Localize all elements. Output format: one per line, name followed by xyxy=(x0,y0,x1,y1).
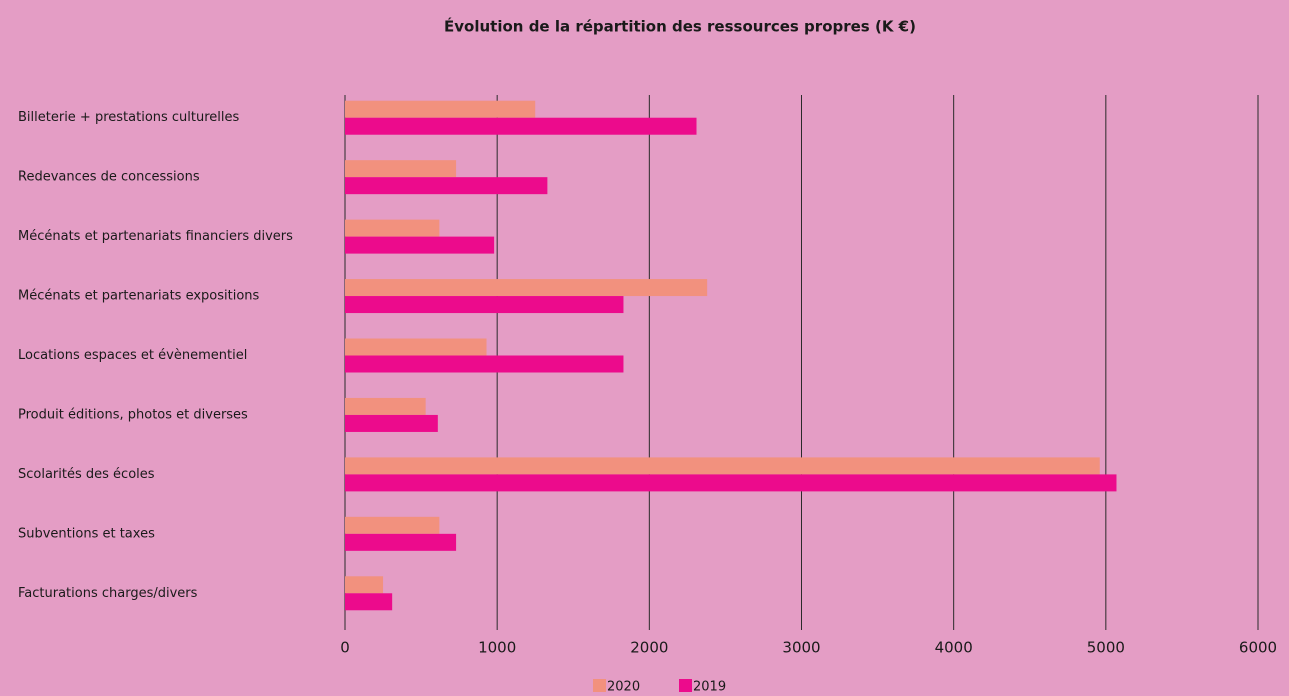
x-tick-label: 2000 xyxy=(630,639,668,657)
y-tick-label: Redevances de concessions xyxy=(18,170,200,185)
bar xyxy=(345,296,624,314)
chart-title: Évolution de la répartition des ressourc… xyxy=(444,17,916,36)
legend-label: 2020 xyxy=(607,680,640,695)
bar xyxy=(345,397,426,415)
x-tick-label: 5000 xyxy=(1087,639,1125,657)
bar xyxy=(345,355,624,373)
y-tick-label: Scolarités des écoles xyxy=(18,467,155,482)
bar xyxy=(345,160,457,178)
bar xyxy=(345,533,457,551)
x-tick-label: 3000 xyxy=(782,639,820,657)
bar xyxy=(345,516,440,534)
y-tick-label: Mécénats et partenariats financiers dive… xyxy=(18,229,293,244)
bar xyxy=(345,279,708,297)
bar xyxy=(345,576,384,594)
bar xyxy=(345,414,438,432)
bar xyxy=(345,100,536,118)
y-tick-label: Billeterie + prestations culturelles xyxy=(18,110,240,125)
bar xyxy=(345,236,495,254)
legend-swatch xyxy=(593,679,606,692)
legend-swatch xyxy=(679,679,692,692)
bar xyxy=(345,593,393,611)
y-tick-label: Locations espaces et évènementiel xyxy=(18,348,247,363)
bar xyxy=(345,338,487,356)
x-tick-label: 6000 xyxy=(1239,639,1277,657)
x-tick-label: 0 xyxy=(340,639,350,657)
y-tick-label: Mécénats et partenariats expositions xyxy=(18,289,260,304)
bar xyxy=(345,177,548,195)
x-tick-label: 1000 xyxy=(478,639,516,657)
y-tick-label: Facturations charges/divers xyxy=(18,586,198,601)
bar xyxy=(345,117,697,135)
bar xyxy=(345,219,440,237)
bar xyxy=(345,457,1100,475)
legend-label: 2019 xyxy=(693,680,726,695)
bar xyxy=(345,474,1117,492)
y-tick-label: Subventions et taxes xyxy=(18,526,155,541)
x-tick-label: 4000 xyxy=(935,639,973,657)
y-tick-label: Produit éditions, photos et diverses xyxy=(18,407,248,422)
